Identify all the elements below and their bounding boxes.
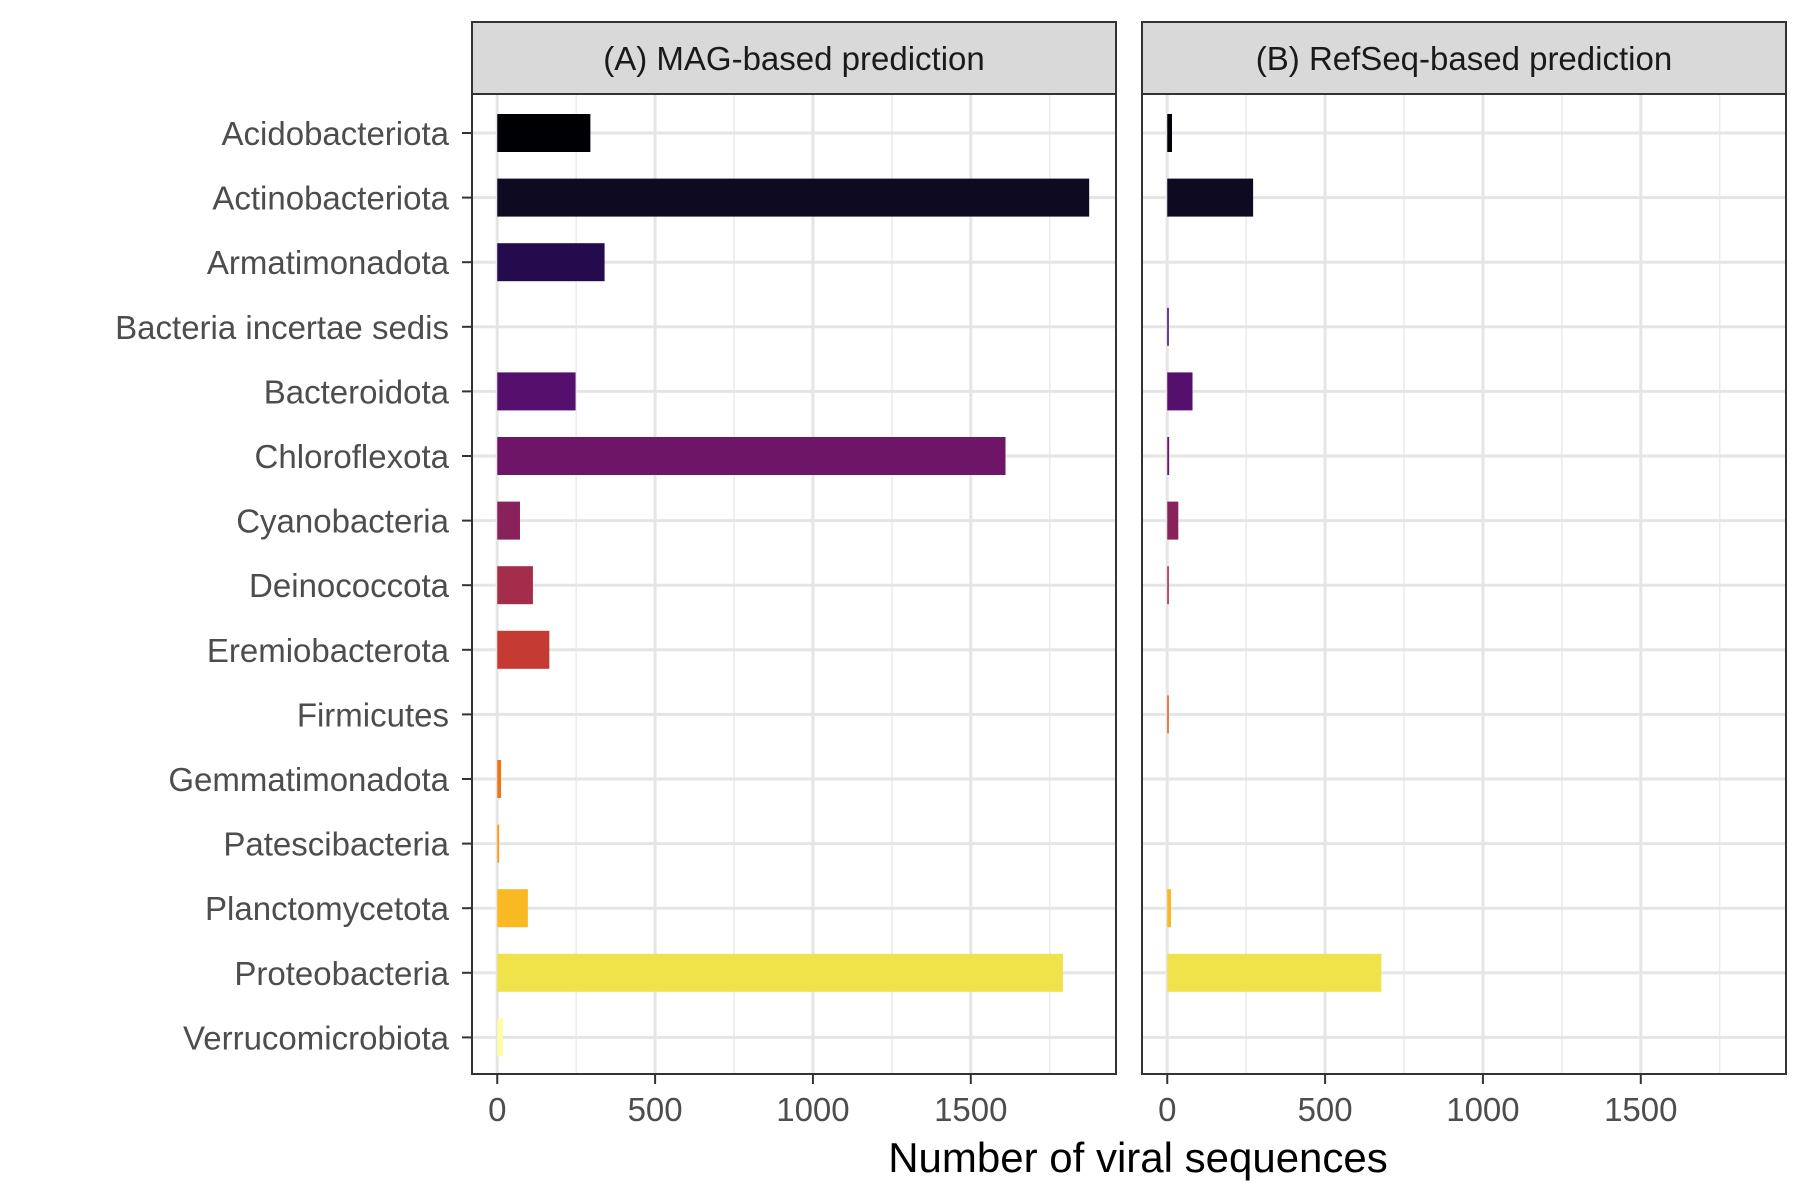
bar-acidobacteriota bbox=[1167, 114, 1172, 152]
bar-eremiobacterota bbox=[497, 630, 550, 669]
bar-planctomycetota bbox=[1167, 889, 1172, 928]
bar-actinobacteriota bbox=[497, 178, 1090, 217]
x-tick-label: 500 bbox=[1298, 1091, 1353, 1128]
bar-actinobacteriota bbox=[1167, 178, 1254, 217]
category-label: Eremiobacterota bbox=[207, 632, 450, 669]
bar-gemmatimonadota bbox=[497, 760, 502, 798]
strip-background bbox=[471, 21, 1117, 95]
x-tick-label: 1000 bbox=[776, 1091, 849, 1128]
category-label: Planctomycetota bbox=[205, 890, 450, 927]
category-label: Armatimonadota bbox=[207, 244, 450, 281]
bar-deinococcota bbox=[1167, 566, 1169, 605]
category-label: Gemmatimonadota bbox=[168, 761, 449, 798]
bar-armatimonadota bbox=[497, 243, 605, 282]
panel-b: (B) RefSeq-based prediction 0 500 1000 1500 bbox=[1141, 21, 1787, 1128]
bar-patescibacteria bbox=[497, 824, 500, 863]
bar-bacteria-incertae-sedis bbox=[1167, 307, 1169, 346]
bar-proteobacteria bbox=[1167, 953, 1382, 992]
category-label: Cyanobacteria bbox=[236, 503, 449, 540]
bar-chloroflexota bbox=[497, 437, 1006, 475]
panel-title: (A) MAG-based prediction bbox=[603, 40, 984, 77]
category-label: Chloroflexota bbox=[255, 438, 450, 475]
category-label: Bacteria incertae sedis bbox=[115, 309, 449, 346]
bar-cyanobacteria bbox=[1167, 501, 1179, 540]
category-label: Deinococcota bbox=[249, 567, 450, 604]
x-tick-label: 1500 bbox=[934, 1091, 1007, 1128]
strip-background bbox=[1141, 21, 1787, 95]
category-label: Bacteroidota bbox=[264, 373, 450, 410]
bar-bacteroidota bbox=[1167, 372, 1193, 411]
x-tick-label: 1500 bbox=[1604, 1091, 1677, 1128]
category-label: Acidobacteriota bbox=[222, 115, 450, 152]
bar-cyanobacteria bbox=[497, 501, 520, 540]
bar-planctomycetota bbox=[497, 889, 528, 928]
bar-acidobacteriota bbox=[497, 114, 591, 152]
bar-bacteroidota bbox=[497, 372, 576, 411]
bar-verrucomicrobiota bbox=[497, 1018, 503, 1057]
bar-proteobacteria bbox=[497, 953, 1063, 992]
panel-title: (B) RefSeq-based prediction bbox=[1256, 40, 1672, 77]
panel-a: (A) MAG-based prediction 0 500 1000 1500 bbox=[471, 21, 1117, 1128]
category-label: Verrucomicrobiota bbox=[183, 1019, 450, 1056]
category-axis: Acidobacteriota Actinobacteriota Armatimon… bbox=[115, 115, 472, 1056]
category-label: Firmicutes bbox=[297, 696, 449, 733]
bar-deinococcota bbox=[497, 566, 533, 605]
x-tick-label: 0 bbox=[488, 1091, 506, 1128]
category-label: Patescibacteria bbox=[223, 826, 449, 863]
category-label: Actinobacteriota bbox=[212, 180, 449, 217]
category-label: Proteobacteria bbox=[234, 955, 449, 992]
bar-chloroflexota bbox=[1167, 437, 1170, 475]
x-tick-label: 1000 bbox=[1446, 1091, 1519, 1128]
x-axis-title: Number of viral sequences bbox=[888, 1134, 1388, 1181]
bar-firmicutes bbox=[1167, 695, 1169, 734]
x-tick-label: 500 bbox=[628, 1091, 683, 1128]
x-tick-label: 0 bbox=[1158, 1091, 1176, 1128]
